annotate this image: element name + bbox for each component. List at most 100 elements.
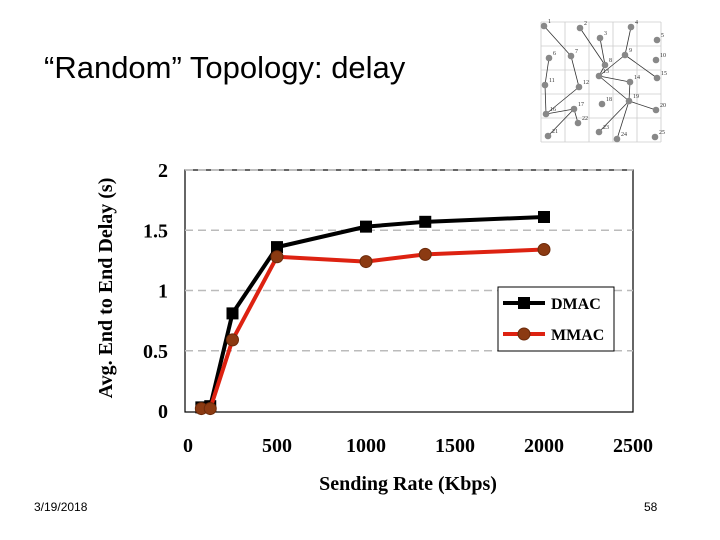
- topology-node-label: 3: [604, 31, 607, 37]
- series-layer: [194, 210, 551, 416]
- topology-node: [595, 128, 603, 136]
- topology-link: [545, 86, 580, 115]
- topology-node: [544, 132, 552, 140]
- topology-node-label: 2: [584, 21, 587, 27]
- data-point-dmac: [226, 307, 239, 320]
- x-tick-label: 500: [262, 435, 292, 457]
- gridlines: [185, 169, 633, 352]
- x-tick-label: 2500: [613, 435, 653, 457]
- x-tick-label: 1000: [346, 435, 386, 457]
- y-tick-label: 1: [158, 281, 168, 303]
- topology-node: [575, 83, 583, 91]
- topology-node-label: 14: [634, 75, 640, 81]
- topology-link: [598, 75, 630, 102]
- topology-node-label: 5: [661, 33, 664, 39]
- topology-node: [621, 51, 629, 59]
- data-point-mmac: [270, 250, 284, 264]
- topology-node-label: 22: [582, 116, 588, 122]
- topology-node-label: 4: [635, 20, 638, 26]
- data-point-mmac: [418, 247, 432, 261]
- topology-link: [544, 84, 547, 115]
- y-tick-labels: 0 0.5 1 1.5 2: [143, 160, 168, 423]
- data-point-mmac: [537, 243, 551, 257]
- topology-node: [601, 61, 609, 69]
- topology-node-label: 21: [552, 129, 558, 135]
- topology-node-label: 9: [629, 48, 632, 54]
- topology-node: [653, 74, 661, 82]
- data-point-mmac: [226, 333, 239, 347]
- topology-link: [598, 54, 626, 77]
- topology-link: [598, 100, 630, 133]
- topology-node: [598, 100, 606, 108]
- topology-node: [570, 105, 578, 113]
- legend-box: [497, 286, 615, 352]
- legend-label-mmac: MMAC: [551, 327, 604, 344]
- legend-marker-dmac: [518, 297, 530, 309]
- topology-link: [543, 25, 572, 57]
- x-tick-labels: 0 500 1000 1500 2000 2500: [183, 435, 653, 457]
- topology-grid: [540, 21, 662, 143]
- legend-label-dmac: DMAC: [551, 296, 601, 313]
- x-tick-label: 2000: [524, 435, 564, 457]
- topology-node: [545, 54, 553, 62]
- topology-node-label: 17: [578, 102, 584, 108]
- y-tick-label: 0.5: [143, 341, 168, 363]
- y-axis-label: Avg. End to End Delay (s): [95, 178, 117, 399]
- topology-link: [547, 108, 575, 137]
- legend: DMAC MMAC: [497, 286, 615, 352]
- topology-node: [625, 97, 633, 105]
- topology-link: [579, 27, 606, 66]
- topology-node: [542, 110, 550, 118]
- legend-marker-mmac: [517, 327, 531, 341]
- topology-link: [616, 100, 630, 140]
- topology-node: [613, 135, 621, 143]
- data-point-dmac: [360, 220, 372, 233]
- topology-node: [627, 23, 635, 31]
- topology-node-label: 10: [660, 53, 666, 59]
- topology-node-label: 23: [603, 125, 609, 131]
- topology-node-label: 6: [553, 51, 556, 57]
- page-number: 58: [644, 500, 658, 514]
- topology-node-label: 16: [550, 107, 556, 113]
- x-tick-label: 0: [183, 435, 193, 457]
- topology-node: [576, 24, 584, 32]
- topology-node: [651, 133, 659, 141]
- topology-node-label: 25: [659, 130, 665, 136]
- topology-node: [652, 106, 660, 114]
- topology-link: [598, 75, 631, 83]
- topology-node-label: 8: [609, 58, 612, 64]
- topology-node: [540, 22, 548, 30]
- data-point-dmac: [271, 241, 283, 254]
- topology-node: [541, 81, 549, 89]
- footer-date: 3/19/2018: [34, 500, 88, 514]
- topology-node-label: 7: [575, 49, 578, 55]
- series-mmac: [194, 243, 551, 416]
- topology-node-label: 13: [603, 69, 609, 75]
- data-point-dmac: [538, 210, 550, 223]
- topology-node: [596, 34, 604, 42]
- topology-node: [652, 56, 660, 64]
- data-point-dmac: [419, 215, 432, 228]
- data-point-mmac: [359, 255, 373, 269]
- topology-link: [624, 26, 632, 56]
- topology-node: [567, 52, 575, 60]
- topology-node-label: 1: [548, 19, 551, 25]
- y-tick-label: 0: [158, 401, 168, 423]
- topology-link: [628, 100, 657, 111]
- y-tick-label: 2: [158, 160, 168, 182]
- topology-link: [599, 37, 606, 66]
- topology-node-label: 11: [549, 78, 555, 84]
- slide-title: “Random” Topology: delay: [44, 50, 406, 85]
- topology-link: [624, 54, 658, 79]
- topology-node-label: 20: [660, 103, 666, 109]
- data-point-mmac: [203, 402, 217, 416]
- topology-link: [545, 108, 575, 115]
- topology-node: [595, 72, 603, 80]
- topology-node-label: 18: [606, 97, 612, 103]
- y-tick-label: 1.5: [143, 220, 168, 242]
- topology-node-label: 12: [583, 80, 589, 86]
- topology-node-label: 24: [621, 132, 627, 138]
